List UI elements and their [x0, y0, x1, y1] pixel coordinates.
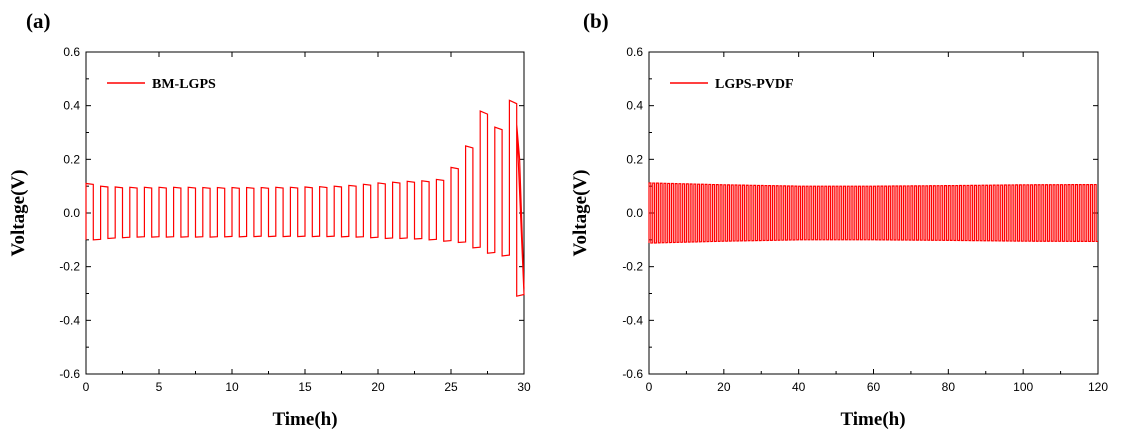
x-tick-label: 20 — [371, 380, 385, 394]
x-tick-label: 25 — [444, 380, 458, 394]
x-tick-label: 120 — [1088, 380, 1108, 394]
panel-label-a: (a) — [26, 9, 51, 33]
y-tick-label: 0.2 — [63, 152, 80, 166]
x-tick-label: 5 — [156, 380, 163, 394]
y-axis-title-b: Voltage(V) — [570, 170, 591, 257]
x-tick-label: 30 — [517, 380, 531, 394]
tick-labels-a: 0 5 10 15 20 25 30 -0.6 -0.4 -0.2 0.0 0.2 0.4 0.6 — [59, 45, 531, 394]
y-tick-label: -0.2 — [622, 260, 643, 274]
legend-label-bm-lgps: BM-LGPS — [152, 77, 216, 92]
y-tick-label: 0.0 — [63, 206, 80, 220]
x-tick-label: 0 — [83, 380, 90, 394]
y-tick-label: -0.4 — [59, 313, 80, 327]
panel-a: (a) 0 5 10 15 20 25 30 -0.6 -0.4 -0.2 0.0 0.2 0.4 0.6… — [8, 9, 531, 430]
series-line-bm-lgps — [85, 99, 525, 297]
x-axis-title-a: Time(h) — [272, 409, 337, 430]
x-tick-label: 80 — [942, 380, 956, 394]
y-axis-title-a: Voltage(V) — [8, 170, 29, 257]
y-tick-label: -0.2 — [59, 260, 80, 274]
x-tick-label: 40 — [792, 380, 806, 394]
series-group-a — [85, 99, 525, 297]
legend-b: LGPS-PVDF — [670, 77, 794, 92]
x-tick-label: 15 — [298, 380, 312, 394]
y-tick-label: 0.4 — [63, 99, 80, 113]
y-tick-label: -0.4 — [622, 313, 643, 327]
y-tick-label: 0.4 — [626, 99, 643, 113]
x-tick-label: 10 — [225, 380, 239, 394]
legend-label-lgps-pvdf: LGPS-PVDF — [715, 77, 794, 92]
series-line-lgps-pvdf — [648, 182, 1099, 244]
y-tick-label: 0.6 — [63, 45, 80, 59]
legend-a: BM-LGPS — [107, 77, 216, 92]
x-axis-title-b: Time(h) — [840, 409, 905, 430]
tick-labels-b: 0 20 40 60 80 100 120 -0.6 -0.4 -0.2 0.0 0.2 0.4 0.6 — [622, 45, 1108, 394]
x-tick-label: 20 — [717, 380, 731, 394]
y-tick-label: 0.0 — [626, 206, 643, 220]
x-tick-label: 0 — [646, 380, 653, 394]
y-tick-label: 0.6 — [626, 45, 643, 59]
y-tick-label: 0.2 — [626, 152, 643, 166]
axes-ticks-b — [648, 51, 1099, 375]
x-tick-label: 100 — [1013, 380, 1033, 394]
series-group-b — [648, 182, 1099, 244]
y-tick-label: -0.6 — [622, 367, 643, 381]
panel-label-b: (b) — [583, 9, 609, 33]
y-tick-label: -0.6 — [59, 367, 80, 381]
axes-ticks-a — [85, 51, 525, 375]
panel-b: (b) 0 20 40 60 80 100 120 -0.6 -0.4 -0.2 0.0 0.2 0.4… — [570, 9, 1108, 430]
x-tick-label: 60 — [867, 380, 881, 394]
